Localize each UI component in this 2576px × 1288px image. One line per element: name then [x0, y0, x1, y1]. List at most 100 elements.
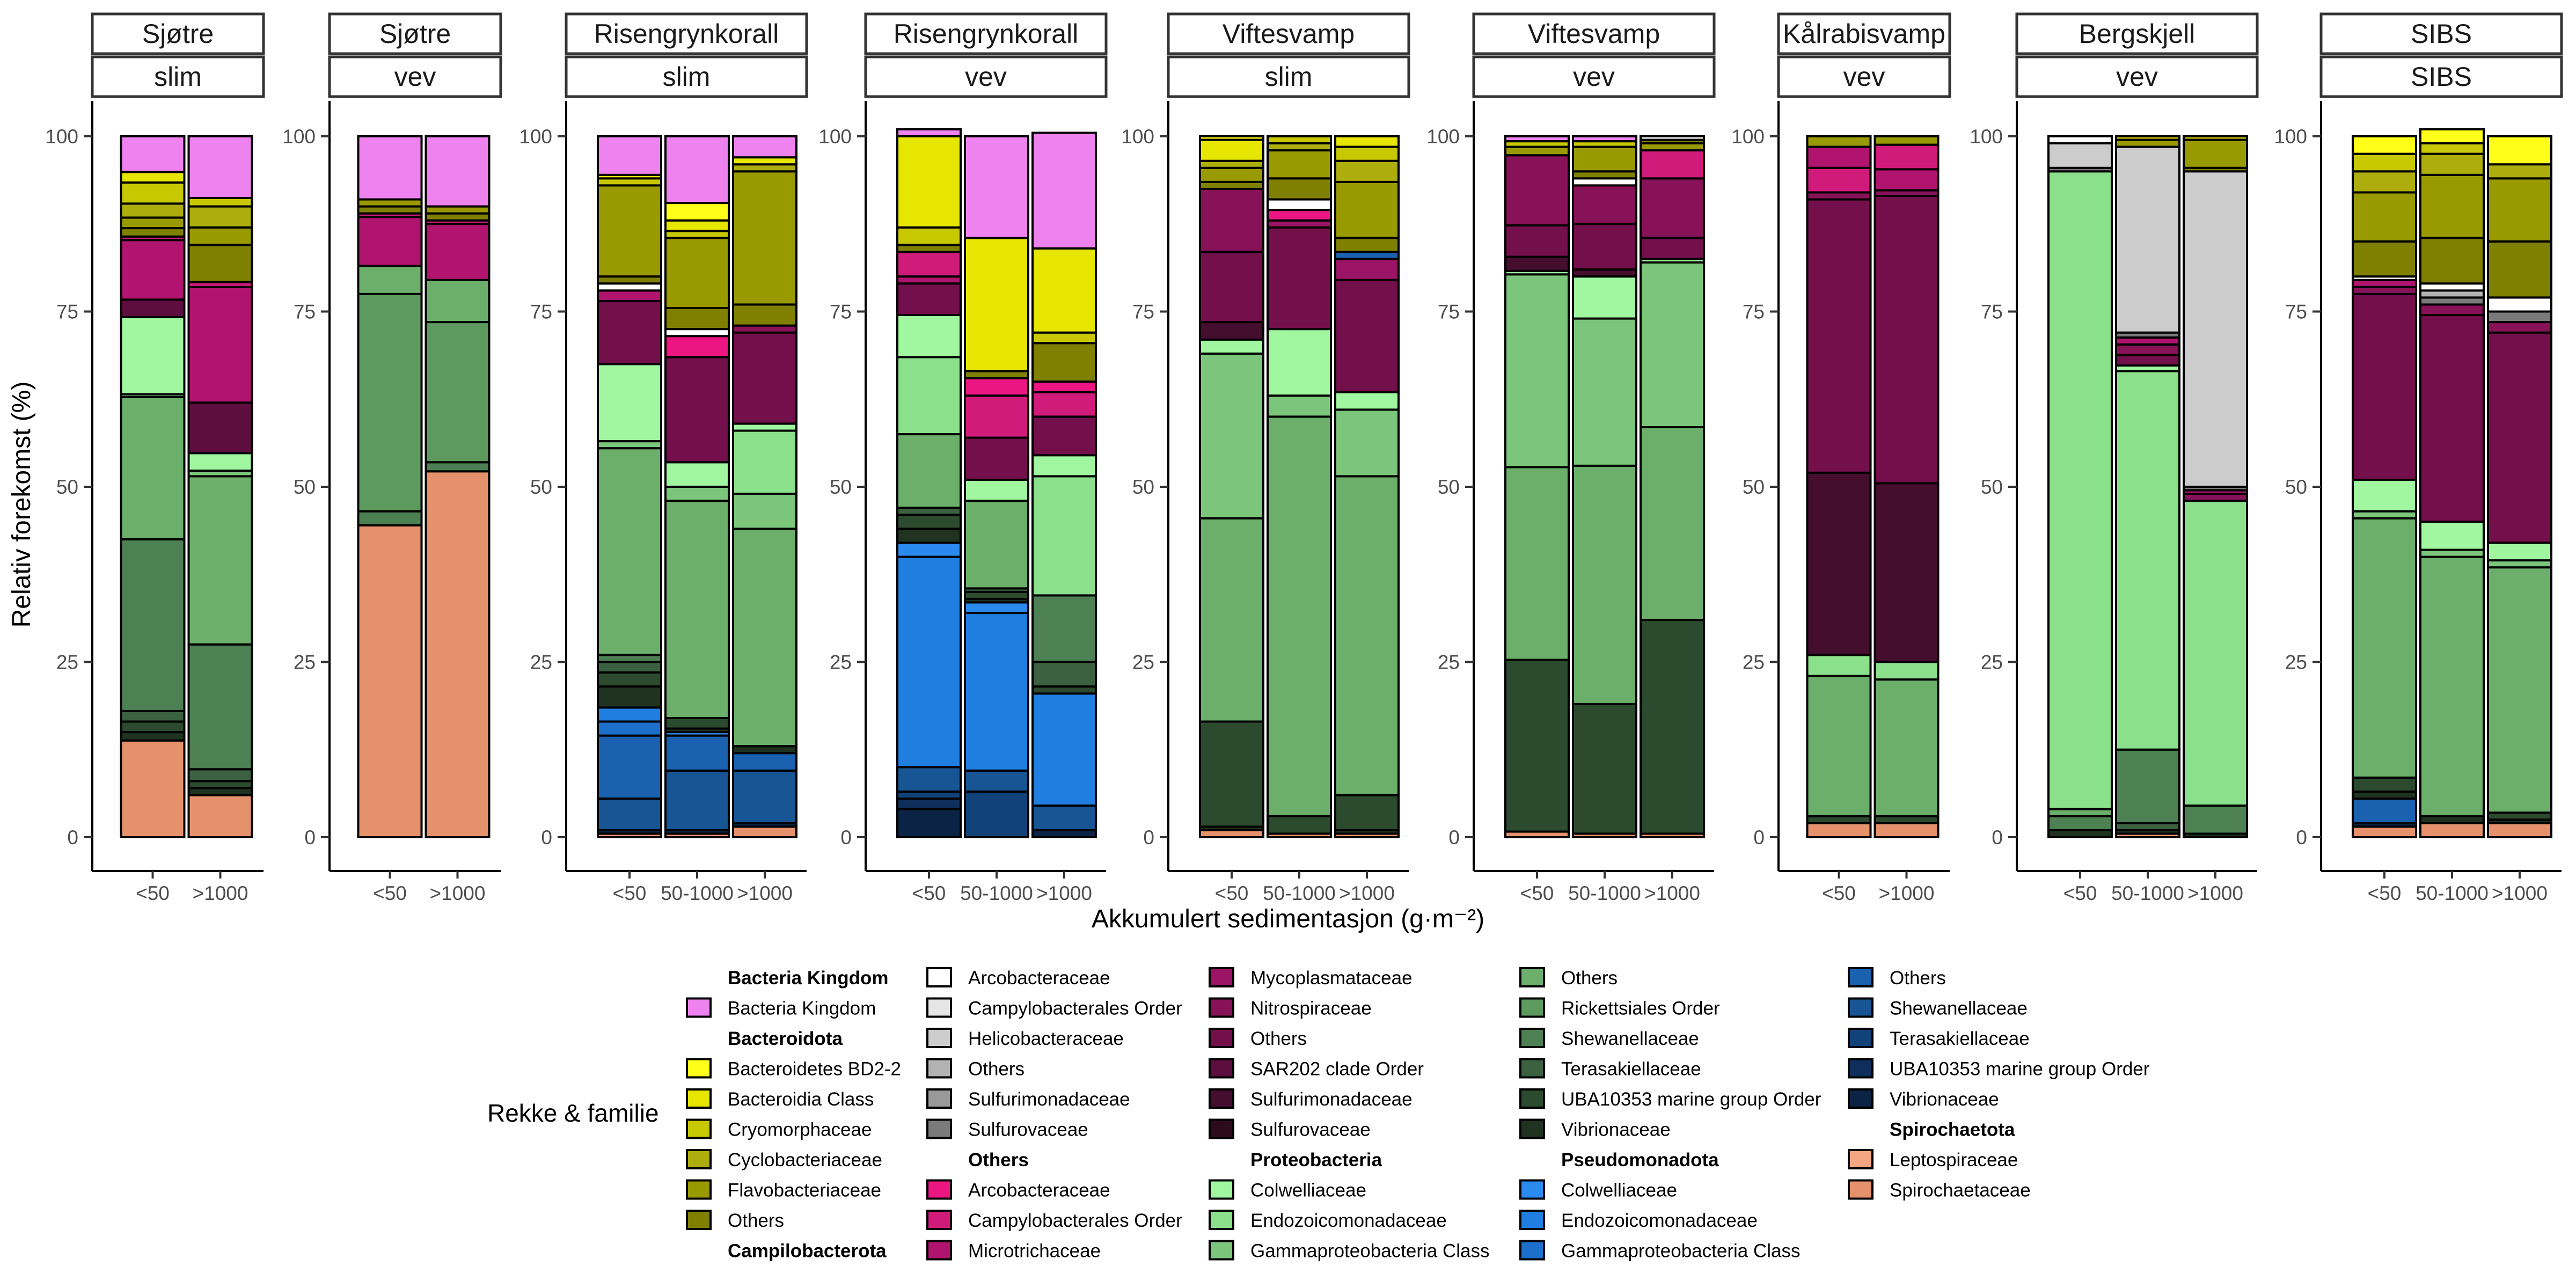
bar-segment-campilobacterota-helicobacteraceae	[2183, 170, 2248, 488]
bar-segment-proteobacteria-others	[1267, 415, 1332, 817]
strip-matrix-box	[2015, 55, 2259, 98]
bar-segment-others-microtrichaceae	[1874, 168, 1940, 192]
y-tick-label: 75	[530, 301, 552, 323]
bar-segment-bacteroidota-flavobacteriaceae	[1572, 145, 1637, 173]
legend-label: Others	[1250, 1028, 1307, 1049]
bar-segment-others-arcobacteraceae	[1267, 209, 1332, 222]
bar-segment-proteobacteria-colwelliaceae	[1031, 454, 1097, 478]
bar-segment-bacteroidota-flavobacteriaceae	[732, 170, 797, 306]
legend-swatch	[1848, 997, 1874, 1018]
bar-segment-pseudomonadota-others	[664, 734, 730, 772]
y-tick-label: 75	[1743, 301, 1765, 323]
bar-1000	[2487, 135, 2552, 839]
bar-segment-bacteroidota-flavobacteriaceae	[187, 226, 253, 246]
bar-segment-proteobacteria-colwelliaceae	[120, 316, 186, 396]
bar-segment-spirochaetota-spirochaetaceae	[2487, 822, 2552, 839]
y-tick-label: 0	[1753, 826, 1765, 848]
strip-site-label: SIBS	[2411, 19, 2472, 49]
bar-segment-bacteroidota-flavobacteriaceae	[1874, 135, 1940, 146]
bar-segment-others-campylobacterales-order	[964, 394, 1029, 439]
bar-segment-bacteroidota-others	[2352, 240, 2417, 278]
bar-segment-bacteroidota-others	[664, 306, 730, 331]
legend-label: Terasakiellaceae	[1890, 1028, 2030, 1049]
x-tick-label: <50	[912, 882, 946, 904]
bar-segment-others-others	[2352, 292, 2417, 481]
y-tick-label: 25	[1743, 652, 1765, 674]
bar-segment-campilobacterota-sulfurovaceae	[2487, 310, 2552, 324]
bar-segment-proteobacteria-shewanellaceae	[120, 538, 186, 712]
legend-swatch	[686, 1058, 712, 1079]
bar-segment-pseudomonadota-shewanellaceae	[1031, 804, 1097, 831]
bar-segment-others-arcobacteraceae	[664, 335, 730, 358]
legend-swatch	[1519, 967, 1545, 987]
legend-swatch	[1209, 1240, 1234, 1261]
strip-matrix-label: vev	[965, 62, 1007, 92]
bar-segment-bacteroidota-cryomorphaceae	[120, 181, 186, 205]
bar-segment-spirochaetota-spirochaetaceae	[425, 470, 491, 838]
y-tick-label: 50	[56, 476, 78, 498]
bar-segment-bacteroidota-flavobacteriaceae	[1504, 145, 1570, 157]
legend-label: Microtrichaceae	[968, 1241, 1101, 1262]
x-tick-label: >1000	[430, 882, 486, 904]
bar-segment-bacteroidota-flavobacteriaceae	[1267, 149, 1332, 180]
bar-segment-proteobacteria-colwelliaceae	[2487, 541, 2552, 562]
bar-segment-others-sar202-clade-order	[120, 298, 186, 318]
legend-label: Mycoplasmataceae	[1250, 968, 1413, 989]
legend-swatch	[1209, 1210, 1234, 1230]
bar-1000	[2183, 135, 2248, 838]
bar-segment-proteobacteria-others	[896, 433, 962, 509]
legend-label: Cryomorphaceae	[728, 1119, 872, 1140]
strip-site-box	[565, 12, 808, 55]
bar-segment-proteobacteria-shewanellaceae	[2047, 815, 2113, 831]
y-tick-label: 75	[2285, 301, 2307, 323]
bar-segment-spirochaetota-spirochaetaceae	[2352, 825, 2417, 839]
y-tick-label: 25	[1981, 652, 2003, 674]
bar-segment-proteobacteria-others	[425, 279, 491, 324]
legend-swatch	[1519, 1179, 1545, 1200]
legend-label: Terasakiellaceae	[1561, 1059, 1701, 1080]
bar-segment-others-others	[1199, 251, 1264, 324]
panel-3: Risengrynkorall slim 0 25 50 75 100 <50 50-1000 >…	[519, 12, 808, 904]
strip-matrix-box	[91, 55, 265, 98]
legend-swatch	[686, 1149, 712, 1169]
bar-segment-bacteria-kingdom-bacteria-kingdom	[964, 135, 1029, 239]
bar-segment-pseudomonadota-others	[2352, 797, 2417, 824]
y-tick-label: 100	[1731, 126, 1765, 148]
bar-segment-others-others	[2487, 331, 2552, 544]
bar-50-1000	[664, 135, 730, 838]
bar-segment-pseudomonadota-endozoicomonadaceae	[597, 706, 662, 723]
bar-segment-proteobacteria-colwelliaceae	[2419, 521, 2485, 551]
legend-label: Sulfurovaceae	[1250, 1119, 1371, 1140]
bar-segment-others-campylobacterales-order	[1806, 166, 1872, 194]
bar-segment-proteobacteria-others	[120, 396, 186, 540]
legend-swatch	[926, 1058, 952, 1079]
y-tick-label: 50	[2285, 476, 2307, 498]
bar-50	[597, 135, 662, 838]
y-tick-label: 75	[1981, 301, 2003, 323]
bar-segment-proteobacteria-gammaproteobacteria-class	[1334, 408, 1400, 478]
bar-segment-proteobacteria-gammaproteobacteria-class	[664, 486, 730, 502]
strip-matrix-box	[1472, 55, 1716, 98]
bar-50	[1806, 135, 1872, 839]
strip-matrix-box	[328, 55, 502, 98]
bar-segment-proteobacteria-others	[964, 500, 1029, 590]
bar-segment-bacteroidota-others	[732, 303, 797, 327]
legend-label: Sulfurimonadaceae	[968, 1089, 1130, 1110]
x-tick-label: >1000	[1644, 882, 1700, 904]
bar-segment-proteobacteria-terasakiellaceae	[1031, 661, 1097, 688]
bar-segment-pseudomonadota-shewanellaceae	[964, 769, 1029, 793]
bar-segment-proteobacteria-uba10353-marine-group-order	[597, 671, 662, 688]
y-tick-label: 100	[45, 126, 78, 148]
x-tick-label: 50-1000	[2111, 882, 2184, 904]
bar-segment-others-microtrichaceae	[597, 289, 662, 302]
bar-segment-others-others	[1874, 195, 1940, 485]
bar-segment-proteobacteria-terasakiellaceae	[597, 661, 662, 674]
bar-segment-proteobacteria-uba10353-marine-group-order	[1334, 794, 1400, 831]
legend-swatch	[1848, 1149, 1874, 1169]
bar-segment-bacteroidota-others	[1334, 237, 1400, 253]
legend-swatch	[926, 1240, 952, 1261]
bar-50	[896, 128, 962, 839]
strip-site-label: Sjøtre	[379, 19, 451, 49]
y-tick-label: 0	[1143, 826, 1154, 848]
bar-segment-others-others	[1031, 415, 1097, 457]
